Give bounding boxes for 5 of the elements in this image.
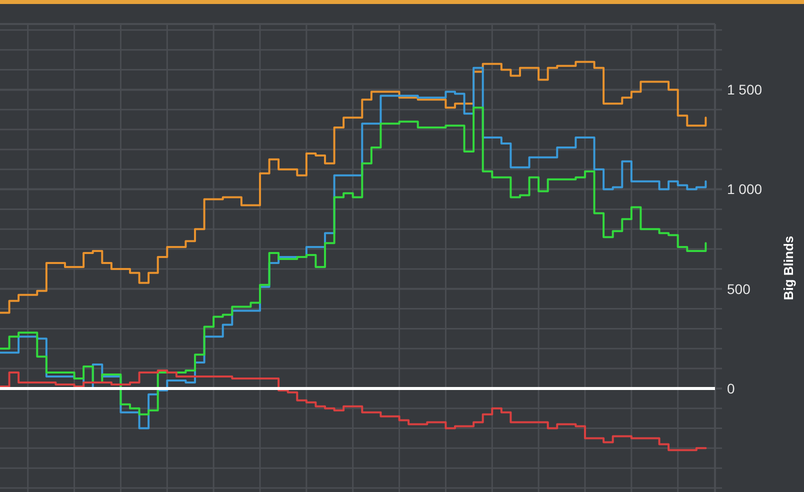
y-tick-label: 1 500 bbox=[727, 82, 762, 98]
y-tick-label: 0 bbox=[727, 380, 735, 396]
y-axis-title: Big Blinds bbox=[781, 236, 796, 300]
y-tick-label: 1 000 bbox=[727, 181, 762, 198]
y-tick-label: 500 bbox=[727, 280, 751, 297]
